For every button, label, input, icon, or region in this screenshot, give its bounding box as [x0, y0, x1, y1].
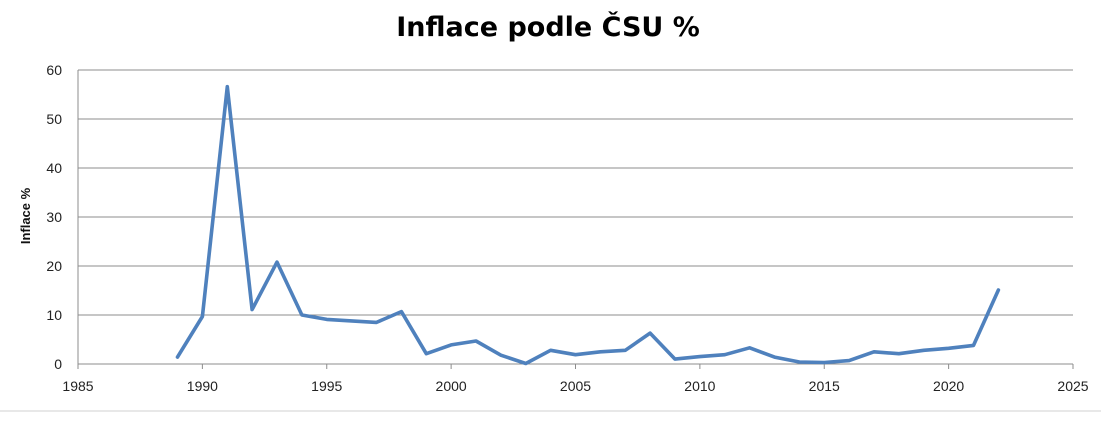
x-tick-label: 1990 — [187, 378, 218, 394]
x-tick-label: 2025 — [1057, 378, 1088, 394]
x-tick-label: 2010 — [684, 378, 715, 394]
x-tick-label: 1985 — [62, 378, 93, 394]
x-tick-label: 2020 — [933, 378, 964, 394]
chart-title: Inflace podle ČSU % — [396, 11, 700, 43]
gridlines — [78, 69, 1073, 316]
axes: 0 10 20 30 40 50 60 1985 1990 1995 2000 2005 2010 201… — [46, 62, 1088, 394]
series-line-0 — [175, 84, 1001, 366]
series-layer — [175, 84, 1001, 366]
y-tick-label: 40 — [46, 160, 62, 176]
x-tick-label: 2000 — [436, 378, 467, 394]
x-tick-label: 2015 — [809, 378, 840, 394]
x-tick-label: 1995 — [311, 378, 342, 394]
y-tick-label: 50 — [46, 111, 62, 127]
y-axis-title: Inflace % — [18, 187, 33, 244]
y-tick-label: 60 — [46, 62, 62, 78]
y-tick-label: 30 — [46, 209, 62, 225]
y-tick-label: 20 — [46, 258, 62, 274]
y-tick-label: 0 — [54, 356, 62, 372]
y-tick-label: 10 — [46, 307, 62, 323]
x-tick-label: 2005 — [560, 378, 591, 394]
